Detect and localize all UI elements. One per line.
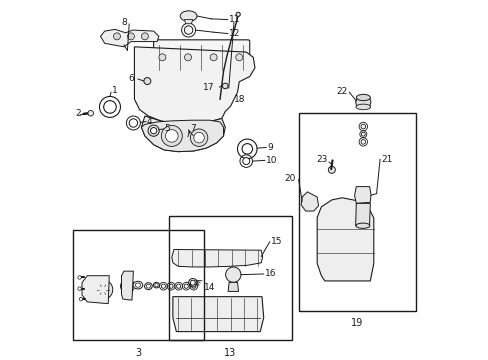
Ellipse shape	[144, 283, 152, 290]
Circle shape	[159, 54, 165, 61]
Ellipse shape	[355, 223, 369, 228]
Text: 7: 7	[190, 124, 196, 133]
Circle shape	[222, 83, 227, 89]
Polygon shape	[355, 98, 370, 107]
Text: 15: 15	[270, 237, 282, 246]
Text: 19: 19	[350, 318, 363, 328]
Circle shape	[361, 132, 365, 136]
Polygon shape	[184, 19, 192, 24]
Circle shape	[242, 158, 249, 165]
Polygon shape	[301, 192, 318, 211]
Text: 9: 9	[266, 143, 272, 152]
Ellipse shape	[355, 104, 370, 110]
Circle shape	[193, 132, 204, 143]
Text: 2: 2	[75, 109, 81, 118]
Text: 4: 4	[146, 117, 152, 126]
Circle shape	[78, 276, 81, 279]
Circle shape	[129, 119, 137, 127]
Circle shape	[165, 130, 178, 142]
Ellipse shape	[356, 94, 369, 101]
Text: 17: 17	[203, 82, 214, 91]
Circle shape	[120, 279, 134, 293]
FancyBboxPatch shape	[153, 40, 249, 75]
Circle shape	[123, 282, 131, 291]
Circle shape	[161, 284, 165, 288]
Polygon shape	[173, 297, 263, 332]
Text: 11: 11	[228, 15, 240, 24]
Polygon shape	[101, 30, 159, 47]
Text: 21: 21	[381, 155, 392, 164]
Text: 12: 12	[228, 29, 240, 38]
Polygon shape	[82, 276, 109, 303]
Text: 18: 18	[234, 95, 245, 104]
Polygon shape	[121, 271, 133, 300]
Text: 23: 23	[316, 155, 327, 164]
Text: 13: 13	[224, 348, 236, 358]
Circle shape	[242, 144, 252, 154]
Bar	[169, 216, 291, 340]
Text: 16: 16	[264, 269, 276, 278]
Circle shape	[328, 166, 335, 173]
Circle shape	[190, 129, 207, 147]
Bar	[73, 230, 204, 340]
Circle shape	[184, 26, 192, 34]
Text: 3: 3	[136, 348, 142, 358]
Circle shape	[191, 284, 196, 288]
Text: 20: 20	[284, 174, 296, 183]
Polygon shape	[227, 282, 238, 292]
Text: 1: 1	[111, 86, 117, 95]
Circle shape	[190, 280, 195, 285]
Ellipse shape	[180, 11, 197, 21]
Circle shape	[236, 12, 240, 17]
Circle shape	[143, 77, 150, 85]
Text: 6: 6	[128, 75, 133, 84]
Circle shape	[97, 284, 108, 295]
Text: 14: 14	[203, 283, 215, 292]
Circle shape	[168, 284, 173, 288]
Ellipse shape	[133, 281, 142, 289]
Polygon shape	[317, 198, 373, 281]
Circle shape	[235, 54, 242, 61]
Ellipse shape	[154, 284, 158, 287]
Ellipse shape	[153, 282, 159, 288]
Polygon shape	[141, 116, 225, 152]
Ellipse shape	[146, 284, 150, 288]
Text: 5: 5	[164, 125, 169, 134]
Circle shape	[141, 33, 148, 40]
Circle shape	[88, 111, 93, 116]
Circle shape	[127, 33, 134, 40]
Circle shape	[103, 101, 116, 113]
Circle shape	[79, 297, 82, 301]
Circle shape	[93, 280, 113, 300]
Circle shape	[360, 140, 365, 144]
Circle shape	[113, 33, 120, 40]
Circle shape	[210, 54, 217, 61]
Circle shape	[150, 127, 157, 134]
Polygon shape	[141, 120, 223, 152]
Circle shape	[360, 124, 365, 129]
Text: 10: 10	[265, 156, 277, 165]
Polygon shape	[171, 249, 262, 267]
Circle shape	[184, 284, 188, 288]
Text: 22: 22	[336, 87, 347, 96]
Polygon shape	[354, 186, 370, 203]
Circle shape	[176, 284, 181, 288]
Ellipse shape	[135, 283, 141, 287]
Polygon shape	[355, 203, 369, 226]
Circle shape	[78, 287, 81, 291]
Circle shape	[184, 54, 191, 61]
Polygon shape	[134, 47, 254, 125]
Text: 8: 8	[121, 18, 126, 27]
Circle shape	[161, 125, 182, 147]
Bar	[298, 113, 415, 311]
Circle shape	[225, 267, 241, 282]
